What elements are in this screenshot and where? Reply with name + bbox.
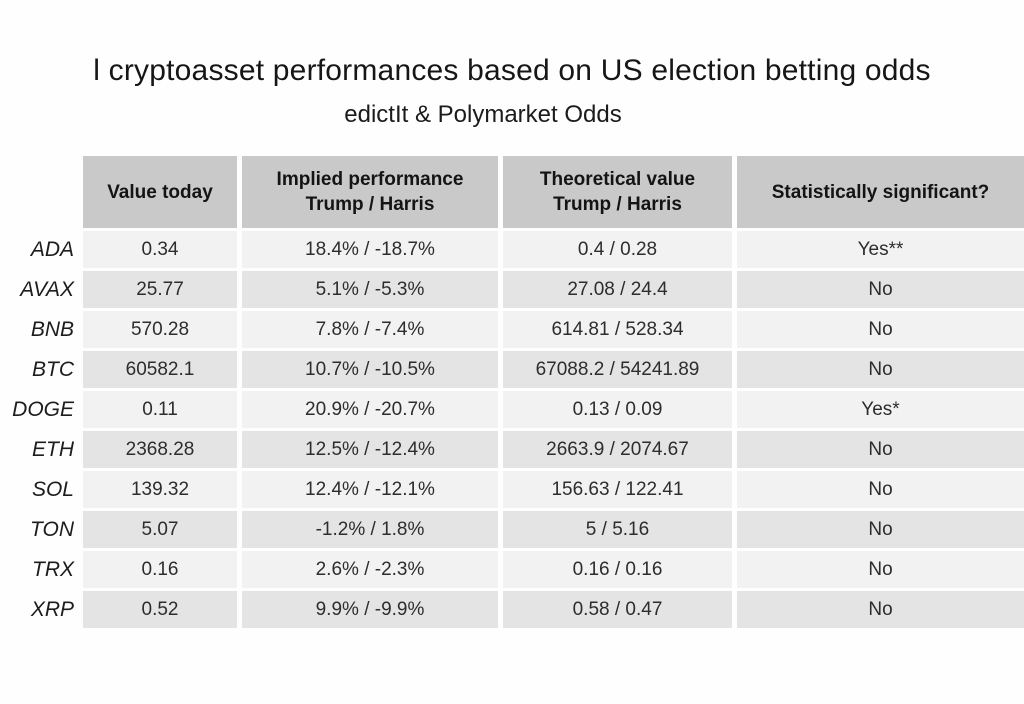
cell-statistically-significant: Yes** [737, 231, 1024, 268]
cell-implied-performance: 9.9% / -9.9% [242, 591, 498, 628]
row-label-ton: TON [30, 517, 74, 541]
cell-theoretical-value: 67088.2 / 54241.89 [503, 351, 732, 388]
cell-implied-performance: 12.4% / -12.1% [242, 471, 498, 508]
cell-implied-performance: 2.6% / -2.3% [242, 551, 498, 588]
column-header-implied-performance: Implied performance Trump / Harris [242, 156, 498, 228]
cell-theoretical-value: 0.13 / 0.09 [503, 391, 732, 428]
column-header-line: Trump / Harris [553, 194, 682, 215]
page-title: l cryptoasset performances based on US e… [93, 54, 931, 87]
column-header-line: Statistically significant? [771, 181, 990, 203]
cell-theoretical-value: 27.08 / 24.4 [503, 271, 732, 308]
cell-statistically-significant: No [737, 271, 1024, 308]
row-label-btc: BTC [32, 357, 74, 381]
cell-theoretical-value: 614.81 / 528.34 [503, 311, 732, 348]
cell-statistically-significant: No [737, 471, 1024, 508]
cell-statistically-significant: Yes* [737, 391, 1024, 428]
cell-statistically-significant: No [737, 591, 1024, 628]
cell-theoretical-value: 0.58 / 0.47 [503, 591, 732, 628]
row-label-eth: ETH [32, 437, 74, 461]
column-header-value-today: Value today [83, 156, 237, 228]
row-label-avax: AVAX [20, 277, 74, 301]
cell-value-today: 0.34 [83, 231, 237, 268]
cell-statistically-significant: No [737, 431, 1024, 468]
row-label-ada: ADA [30, 237, 74, 261]
page-subtitle: edictIt & Polymarket Odds [344, 101, 622, 128]
row-label-xrp: XRP [30, 597, 74, 621]
row-label-trx: TRX [32, 557, 74, 581]
cell-statistically-significant: No [737, 351, 1024, 388]
column-header-line: Implied performance [276, 169, 464, 190]
column-header-theoretical-value: Theoretical value Trump / Harris [503, 156, 732, 228]
crypto-odds-table: Value today Implied performance Trump / … [0, 156, 1024, 628]
cell-value-today: 5.07 [83, 511, 237, 548]
column-header-statistically-significant: Statistically significant? [737, 156, 1024, 228]
row-label-doge: DOGE [12, 397, 74, 421]
cell-theoretical-value: 0.16 / 0.16 [503, 551, 732, 588]
cell-statistically-significant: No [737, 551, 1024, 588]
cell-statistically-significant: No [737, 511, 1024, 548]
cell-theoretical-value: 5 / 5.16 [503, 511, 732, 548]
column-header-line: Value today [107, 181, 213, 203]
cell-value-today: 2368.28 [83, 431, 237, 468]
cell-implied-performance: 18.4% / -18.7% [242, 231, 498, 268]
row-label-bnb: BNB [30, 317, 74, 341]
cell-theoretical-value: 2663.9 / 2074.67 [503, 431, 732, 468]
table-corner-cell [0, 156, 78, 228]
cell-theoretical-value: 156.63 / 122.41 [503, 471, 732, 508]
column-header-line: Trump / Harris [305, 194, 435, 215]
cell-value-today: 0.16 [83, 551, 237, 588]
cell-value-today: 25.77 [83, 271, 237, 308]
cell-implied-performance: -1.2% / 1.8% [242, 511, 498, 548]
cell-value-today: 0.11 [83, 391, 237, 428]
cell-value-today: 570.28 [83, 311, 237, 348]
cell-theoretical-value: 0.4 / 0.28 [503, 231, 732, 268]
cell-implied-performance: 10.7% / -10.5% [242, 351, 498, 388]
cell-statistically-significant: No [737, 311, 1024, 348]
row-label-sol: SOL [31, 477, 74, 501]
cell-value-today: 60582.1 [83, 351, 237, 388]
cell-implied-performance: 7.8% / -7.4% [242, 311, 498, 348]
cell-implied-performance: 20.9% / -20.7% [242, 391, 498, 428]
column-header-line: Theoretical value [539, 169, 696, 190]
cell-implied-performance: 5.1% / -5.3% [242, 271, 498, 308]
cell-implied-performance: 12.5% / -12.4% [242, 431, 498, 468]
cell-value-today: 0.52 [83, 591, 237, 628]
cell-value-today: 139.32 [83, 471, 237, 508]
